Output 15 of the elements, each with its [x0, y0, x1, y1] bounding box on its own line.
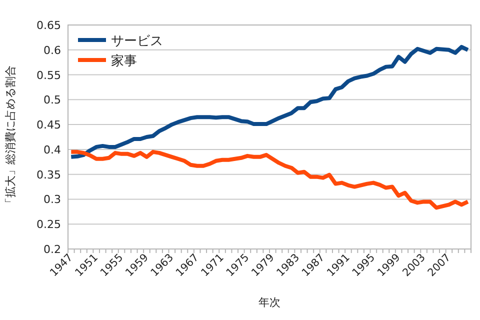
x-axis-title: 年次 [258, 296, 280, 309]
y-tick-label: 0.2 [44, 243, 61, 256]
y-tick-label: 0.45 [36, 118, 61, 132]
legend-label: 家事 [111, 53, 137, 69]
y-tick-label: 0.35 [36, 168, 61, 182]
y-tick-label: 0.6 [44, 44, 61, 57]
y-tick-label: 0.5 [44, 94, 61, 107]
y-tick-label: 0.3 [44, 193, 61, 206]
y-tick-label: 0.65 [36, 19, 61, 32]
legend-label: サービス [111, 34, 163, 49]
y-tick-label: 0.25 [36, 218, 61, 232]
y-tick-label: 0.55 [36, 68, 61, 82]
line-series [69, 150, 470, 210]
y-axis-title: 「拡大」総消費に占める割合 [4, 66, 17, 208]
y-tick-label: 0.4 [44, 143, 61, 156]
